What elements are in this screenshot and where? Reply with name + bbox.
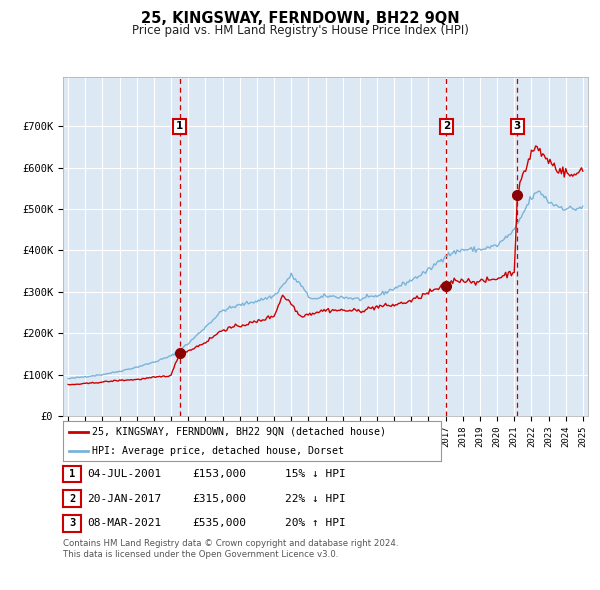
Text: £535,000: £535,000 [192,519,246,528]
Text: 2: 2 [443,122,450,132]
Text: £153,000: £153,000 [192,469,246,478]
Text: 1: 1 [176,122,183,132]
Text: £315,000: £315,000 [192,494,246,503]
Text: Price paid vs. HM Land Registry's House Price Index (HPI): Price paid vs. HM Land Registry's House … [131,24,469,37]
Text: 08-MAR-2021: 08-MAR-2021 [87,519,161,528]
Text: 20% ↑ HPI: 20% ↑ HPI [285,519,346,528]
Text: 2: 2 [69,494,75,503]
Text: Contains HM Land Registry data © Crown copyright and database right 2024.: Contains HM Land Registry data © Crown c… [63,539,398,548]
Text: 3: 3 [69,519,75,528]
Text: 25, KINGSWAY, FERNDOWN, BH22 9QN (detached house): 25, KINGSWAY, FERNDOWN, BH22 9QN (detach… [92,427,386,437]
Text: 25, KINGSWAY, FERNDOWN, BH22 9QN: 25, KINGSWAY, FERNDOWN, BH22 9QN [140,11,460,25]
Text: 22% ↓ HPI: 22% ↓ HPI [285,494,346,503]
Text: This data is licensed under the Open Government Licence v3.0.: This data is licensed under the Open Gov… [63,550,338,559]
Text: 04-JUL-2001: 04-JUL-2001 [87,469,161,478]
Text: 20-JAN-2017: 20-JAN-2017 [87,494,161,503]
Text: 1: 1 [69,469,75,478]
Text: 3: 3 [514,122,521,132]
Text: HPI: Average price, detached house, Dorset: HPI: Average price, detached house, Dors… [92,446,344,456]
Text: 15% ↓ HPI: 15% ↓ HPI [285,469,346,478]
